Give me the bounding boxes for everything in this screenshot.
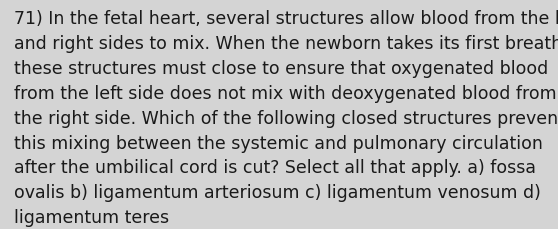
Text: after the umbilical cord is cut? Select all that apply. a) fossa: after the umbilical cord is cut? Select … xyxy=(14,159,536,177)
Text: and right sides to mix. When the newborn takes its first breath,: and right sides to mix. When the newborn… xyxy=(14,35,558,53)
Text: the right side. Which of the following closed structures prevent: the right side. Which of the following c… xyxy=(14,109,558,127)
Text: this mixing between the systemic and pulmonary circulation: this mixing between the systemic and pul… xyxy=(14,134,543,152)
Text: ovalis b) ligamentum arteriosum c) ligamentum venosum d): ovalis b) ligamentum arteriosum c) ligam… xyxy=(14,183,541,201)
Text: from the left side does not mix with deoxygenated blood from: from the left side does not mix with deo… xyxy=(14,85,556,102)
Text: these structures must close to ensure that oxygenated blood: these structures must close to ensure th… xyxy=(14,60,548,78)
Text: ligamentum teres: ligamentum teres xyxy=(14,208,169,226)
Text: 71) In the fetal heart, several structures allow blood from the left: 71) In the fetal heart, several structur… xyxy=(14,10,558,28)
